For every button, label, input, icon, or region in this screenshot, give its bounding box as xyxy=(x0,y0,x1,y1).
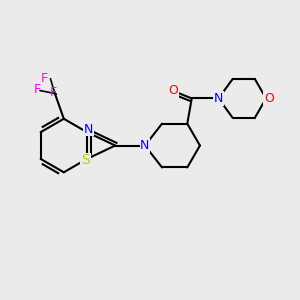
Text: F: F xyxy=(34,83,40,97)
Text: N: N xyxy=(84,123,93,136)
Text: F: F xyxy=(50,86,57,99)
Text: N: N xyxy=(214,92,223,105)
Text: N: N xyxy=(140,139,150,152)
Text: F: F xyxy=(41,72,48,85)
Text: S: S xyxy=(81,153,90,167)
Text: O: O xyxy=(168,85,178,98)
Text: O: O xyxy=(264,92,274,105)
